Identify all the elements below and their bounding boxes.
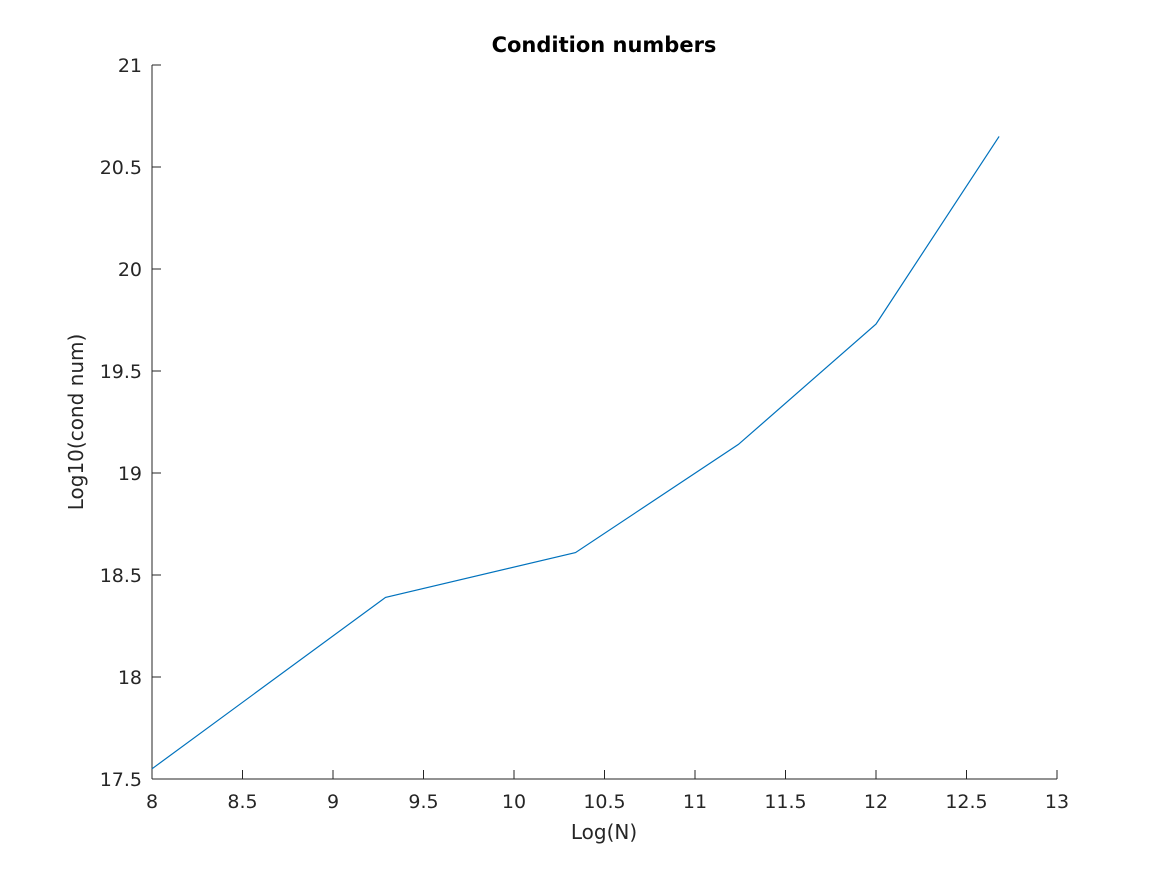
y-tick-label: 21 — [118, 55, 142, 77]
y-tick-label: 19 — [118, 463, 142, 485]
x-ticks: 8 8.5 9 9.5 10 10.5 11 11.5 12 12.5 13 — [146, 770, 1069, 813]
y-ticks: 17.5 18 18.5 19 19.5 20 20.5 21 — [100, 55, 161, 791]
y-tick-label: 18.5 — [100, 565, 142, 587]
series-line — [151, 136, 1000, 770]
series-group — [151, 136, 1000, 770]
x-tick-label: 11.5 — [764, 791, 806, 813]
x-tick-label: 11 — [683, 791, 707, 813]
y-tick-label: 18 — [118, 667, 142, 689]
x-tick-label: 12.5 — [945, 791, 987, 813]
x-tick-label: 8 — [146, 791, 158, 813]
y-tick-label: 20 — [118, 259, 142, 281]
axes — [151, 65, 1057, 780]
y-tick-label: 20.5 — [100, 157, 142, 179]
y-tick-label: 17.5 — [100, 769, 142, 791]
x-tick-label: 8.5 — [227, 791, 257, 813]
x-tick-label: 12 — [864, 791, 888, 813]
x-tick-label: 9 — [327, 791, 339, 813]
x-axis-label: Log(N) — [571, 820, 637, 844]
x-tick-label: 9.5 — [408, 791, 438, 813]
chart-title: Condition numbers — [492, 33, 717, 57]
x-tick-label: 10.5 — [583, 791, 625, 813]
y-axis-label: Log10(cond num) — [64, 334, 88, 511]
y-tick-label: 19.5 — [100, 361, 142, 383]
x-tick-label: 13 — [1045, 791, 1069, 813]
x-tick-label: 10 — [502, 791, 526, 813]
